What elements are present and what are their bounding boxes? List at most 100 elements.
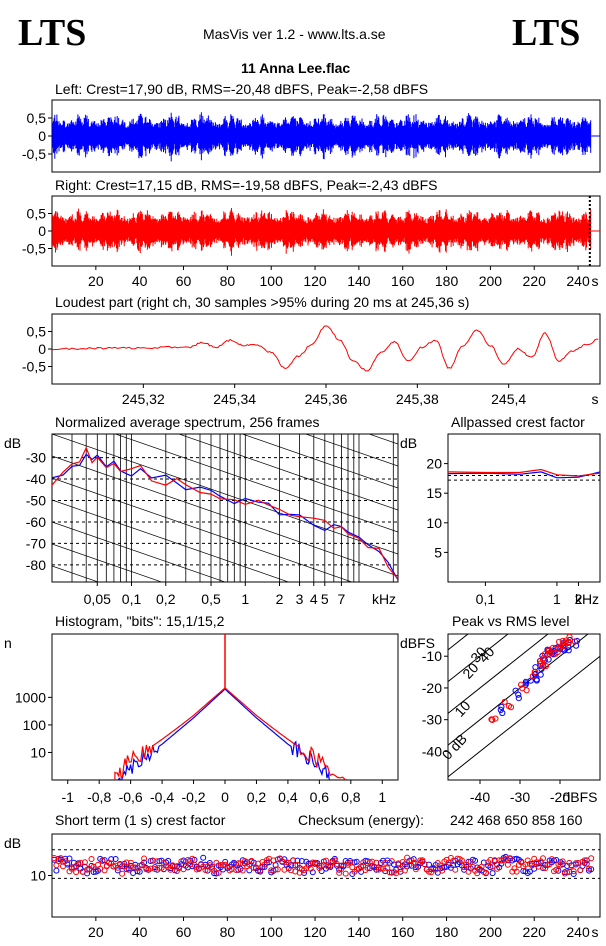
crest-point (334, 861, 340, 867)
spectrum-xtick-label: 3 (296, 591, 304, 607)
crest-point (487, 856, 494, 863)
crest-point (513, 868, 520, 875)
crest-point (99, 858, 106, 864)
spectrum-gridline-v (71, 434, 394, 582)
crest-point (347, 859, 354, 866)
crest-point (511, 856, 518, 863)
crest-point (564, 869, 571, 876)
checksum-label: Checksum (energy): (298, 812, 425, 828)
crest-point (465, 868, 472, 875)
spectrum-ylabel: dB (4, 435, 21, 451)
crest-point (158, 864, 165, 871)
right-channel-title: Right: Crest=17,15 dB, RMS=-19,58 dBFS, … (55, 177, 438, 193)
crest-xtick-label: 240 (566, 924, 590, 940)
crest-point (290, 857, 297, 864)
histogram-xtick-label: 0 (221, 789, 229, 805)
crest-point (483, 869, 489, 876)
crest-point (399, 859, 406, 865)
crest-point (364, 864, 371, 871)
crest-point (377, 865, 384, 872)
crest-point (156, 864, 163, 871)
crest-point (360, 859, 367, 866)
left-channel-ytick-label: 0,5 (27, 110, 47, 126)
histogram-xtick-label: 0,8 (341, 789, 361, 805)
peak-rms-point (518, 681, 525, 688)
allpassed-title: Allpassed crest factor (451, 414, 585, 430)
peak-rms-point (562, 639, 569, 646)
spectrum-xtick-label: 7 (338, 591, 346, 607)
crest-point (583, 860, 590, 867)
allpassed-xunit-label: kHz (575, 591, 599, 607)
crest-point (138, 862, 145, 869)
peak-rms-point (571, 638, 579, 645)
crest-point (66, 855, 73, 862)
peak-rms-point (519, 685, 526, 692)
spectrum-ytick-label: -40 (26, 471, 46, 487)
crest-point (281, 866, 288, 873)
crest-point (535, 863, 542, 870)
crest-xtick-label: 180 (435, 924, 459, 940)
peak-rms-point (498, 703, 505, 711)
crest-point (504, 861, 511, 868)
spectrum-xtick-label: 0,05 (84, 591, 111, 607)
histogram-ytick-label: 10 (30, 744, 46, 760)
histogram-ytick-label: 1000 (15, 689, 46, 705)
crest-xtick-label: 60 (176, 924, 192, 940)
spectrum-xtick-label: 0,1 (122, 591, 142, 607)
crest-point (307, 865, 314, 872)
right-channel-xtick-label: 240 (566, 273, 590, 289)
peak-rms-point (488, 716, 495, 723)
peak-rms-point (537, 657, 544, 665)
histogram-right-line (52, 687, 398, 780)
spectrum-xtick-label: 2 (276, 591, 284, 607)
peak-rms-point (541, 651, 549, 658)
crest-point (123, 859, 130, 866)
lts-logo-left: LTS (18, 12, 87, 54)
crest-point (412, 866, 419, 873)
histogram-xtick-label: 0,2 (247, 789, 267, 805)
peak-rms-point (499, 709, 506, 717)
histogram-xtick-label: 1 (378, 789, 386, 805)
crest-point (342, 870, 349, 877)
crest-point (586, 865, 592, 872)
crest-point (77, 859, 84, 866)
crest-point (81, 859, 88, 866)
loudest-xtick-label: 245,32 (122, 391, 165, 407)
crest-point (191, 861, 198, 868)
spectrum-ytick-label: -30 (26, 450, 46, 466)
spectrum-xtick-label: 4 (310, 591, 318, 607)
app-title: MasVis ver 1.2 - www.lts.a.se (203, 26, 386, 42)
crest-point (529, 862, 535, 869)
crest-point (235, 860, 242, 867)
crest-point (570, 868, 577, 875)
crest-point (382, 859, 389, 866)
peak-rms-point (507, 704, 515, 711)
spectrum-xtick-label: 0,5 (201, 591, 221, 607)
histogram-title: Histogram, "bits": 15,1/15,2 (55, 613, 225, 629)
peak-rms-point (515, 695, 522, 702)
loudest-ytick-label: -0,5 (22, 359, 46, 375)
crest-point (73, 869, 80, 876)
crest-point (553, 866, 560, 873)
crest-point (141, 855, 148, 862)
crest-xtick-label: 80 (220, 924, 236, 940)
checksum-value: 242 468 650 858 160 (450, 812, 583, 828)
histogram-xtick-label: -0,8 (87, 789, 111, 805)
crest-point (52, 855, 58, 861)
crest-point (496, 857, 503, 864)
crest-point (241, 858, 248, 865)
spectrum-title: Normalized average spectrum, 256 frames (55, 414, 320, 430)
right-channel-xtick-label: 80 (220, 273, 236, 289)
spectrum-ytick-label: -80 (26, 557, 46, 573)
left-channel-title: Left: Crest=17,90 dB, RMS=-20,48 dBFS, P… (55, 81, 429, 97)
crest-point (491, 857, 498, 864)
peak-rms-point (533, 677, 540, 684)
crest-point (373, 859, 380, 866)
crest-point (548, 856, 555, 863)
peak-rms-point (529, 673, 536, 680)
lts-logo-right: LTS (512, 12, 581, 54)
peak-rms-ytick-label: -20 (422, 680, 442, 696)
crest-point (494, 865, 500, 872)
peak-rms-point (515, 691, 522, 698)
